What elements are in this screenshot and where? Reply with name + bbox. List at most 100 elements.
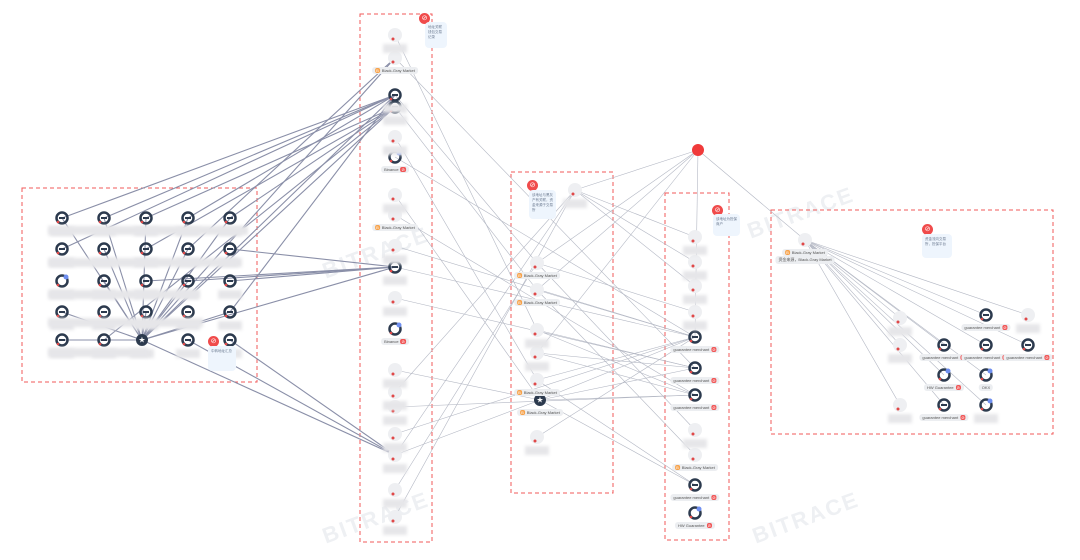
- edge-A17-BS[interactable]: [394, 399, 541, 456]
- node-A5[interactable]: [388, 130, 402, 144]
- node-L17[interactable]: [97, 305, 111, 319]
- node-L10[interactable]: [223, 242, 237, 256]
- edge-HUB-R2[interactable]: [804, 239, 987, 316]
- edge-L4-A3[interactable]: [187, 94, 396, 219]
- node-L1[interactable]: [55, 211, 69, 225]
- edge-HUB-R11[interactable]: [804, 239, 945, 406]
- note-icon[interactable]: ⊘: [527, 180, 538, 191]
- node-R3[interactable]: [1021, 308, 1035, 322]
- edge-BS-C6[interactable]: [539, 367, 696, 401]
- edge-L20-A3[interactable]: [229, 94, 396, 313]
- node-R9[interactable]: [979, 368, 993, 382]
- node-R2[interactable]: [979, 308, 993, 322]
- node-L20[interactable]: [223, 305, 237, 319]
- node-B6[interactable]: [530, 373, 544, 387]
- node-C2[interactable]: [688, 255, 702, 269]
- edge-B5-C6[interactable]: [536, 352, 696, 369]
- edge-A6-C5[interactable]: [394, 156, 696, 338]
- node-L7[interactable]: [97, 242, 111, 256]
- node-C9[interactable]: [688, 448, 702, 462]
- node-C1[interactable]: [688, 230, 702, 244]
- node-A2[interactable]: [388, 51, 402, 65]
- edge-A14-B1[interactable]: [394, 189, 576, 393]
- edge-L8-A4[interactable]: [145, 106, 396, 250]
- node-B8[interactable]: [530, 430, 544, 444]
- node-B2[interactable]: [530, 256, 544, 270]
- node-R7[interactable]: [1021, 338, 1035, 352]
- node-A16[interactable]: [388, 427, 402, 441]
- note-icon[interactable]: ⊘: [208, 336, 219, 347]
- edge-A4-B3[interactable]: [394, 106, 538, 291]
- edge-B4-C7[interactable]: [536, 329, 696, 396]
- node-A11[interactable]: [388, 291, 402, 305]
- edge-B1-C1[interactable]: [574, 189, 696, 238]
- node-LS[interactable]: ★: [136, 334, 148, 346]
- node-R6[interactable]: [979, 338, 993, 352]
- node-C7[interactable]: [688, 388, 702, 402]
- edge-RED-B3[interactable]: [536, 149, 699, 291]
- edge-A5-B6[interactable]: [394, 136, 538, 381]
- node-R5[interactable]: [937, 338, 951, 352]
- node-L9[interactable]: [181, 242, 195, 256]
- node-B5[interactable]: [530, 346, 544, 360]
- edge-L14-A10[interactable]: [187, 266, 396, 282]
- edge-HUB-R10[interactable]: [804, 239, 901, 406]
- edge-B3-C5[interactable]: [536, 289, 696, 338]
- node-B1[interactable]: [568, 183, 582, 197]
- edge-B1-C3[interactable]: [574, 189, 696, 287]
- edge-L5-A4[interactable]: [229, 106, 396, 219]
- edge-LS-A4[interactable]: [141, 106, 396, 341]
- node-R8[interactable]: [937, 368, 951, 382]
- edge-RED-HUB[interactable]: [697, 149, 806, 241]
- edge-B4-C6[interactable]: [536, 329, 696, 369]
- edge-B3-C9[interactable]: [536, 289, 696, 456]
- node-C5[interactable]: [688, 330, 702, 344]
- node-L6[interactable]: [55, 242, 69, 256]
- node-L25[interactable]: [223, 333, 237, 347]
- edge-LS-A17[interactable]: [141, 339, 396, 456]
- node-B4[interactable]: [530, 323, 544, 337]
- node-L13[interactable]: [139, 274, 153, 288]
- node-C6[interactable]: [688, 361, 702, 375]
- edge-RED-B5[interactable]: [536, 149, 699, 354]
- node-B3[interactable]: [530, 283, 544, 297]
- node-L14[interactable]: [181, 274, 195, 288]
- node-A18[interactable]: [388, 483, 402, 497]
- node-C11[interactable]: [688, 506, 702, 520]
- node-L2[interactable]: [97, 211, 111, 225]
- edge-B1-RED[interactable]: [574, 149, 699, 191]
- edge-L2-A3[interactable]: [103, 94, 396, 219]
- edge-BS-C10[interactable]: [539, 399, 696, 486]
- edge-L1-A3[interactable]: [61, 94, 396, 219]
- node-L18[interactable]: [139, 305, 153, 319]
- node-L21[interactable]: [55, 333, 69, 347]
- node-R12[interactable]: [979, 398, 993, 412]
- node-A7[interactable]: [388, 188, 402, 202]
- node-A14[interactable]: [388, 385, 402, 399]
- node-L16[interactable]: [55, 305, 69, 319]
- node-R4[interactable]: [893, 338, 907, 352]
- node-A3[interactable]: [388, 88, 402, 102]
- edge-L9-A2[interactable]: [187, 57, 396, 250]
- note-icon[interactable]: ⊘: [922, 224, 933, 235]
- edge-B1-C2[interactable]: [574, 189, 696, 263]
- edge-HUB-R6[interactable]: [804, 239, 987, 346]
- node-A13[interactable]: [388, 363, 402, 377]
- edge-A18-B2[interactable]: [394, 262, 538, 491]
- edge-A3-B2[interactable]: [394, 94, 538, 264]
- edge-L3-A4[interactable]: [145, 106, 396, 219]
- node-C4[interactable]: [688, 305, 702, 319]
- edge-HUB-R9[interactable]: [804, 239, 987, 376]
- node-L12[interactable]: [97, 274, 111, 288]
- edge-B6-C5[interactable]: [536, 336, 696, 381]
- node-HUB[interactable]: [798, 233, 812, 247]
- note-icon[interactable]: ⊘: [712, 205, 723, 216]
- node-L19[interactable]: [181, 305, 195, 319]
- edge-A17-B1[interactable]: [394, 189, 576, 456]
- node-C3[interactable]: [688, 279, 702, 293]
- edge-B8-C5[interactable]: [536, 336, 696, 438]
- node-C10[interactable]: [688, 478, 702, 492]
- edge-HUB-R3[interactable]: [804, 239, 1029, 316]
- edge-BS-C5[interactable]: [539, 336, 696, 401]
